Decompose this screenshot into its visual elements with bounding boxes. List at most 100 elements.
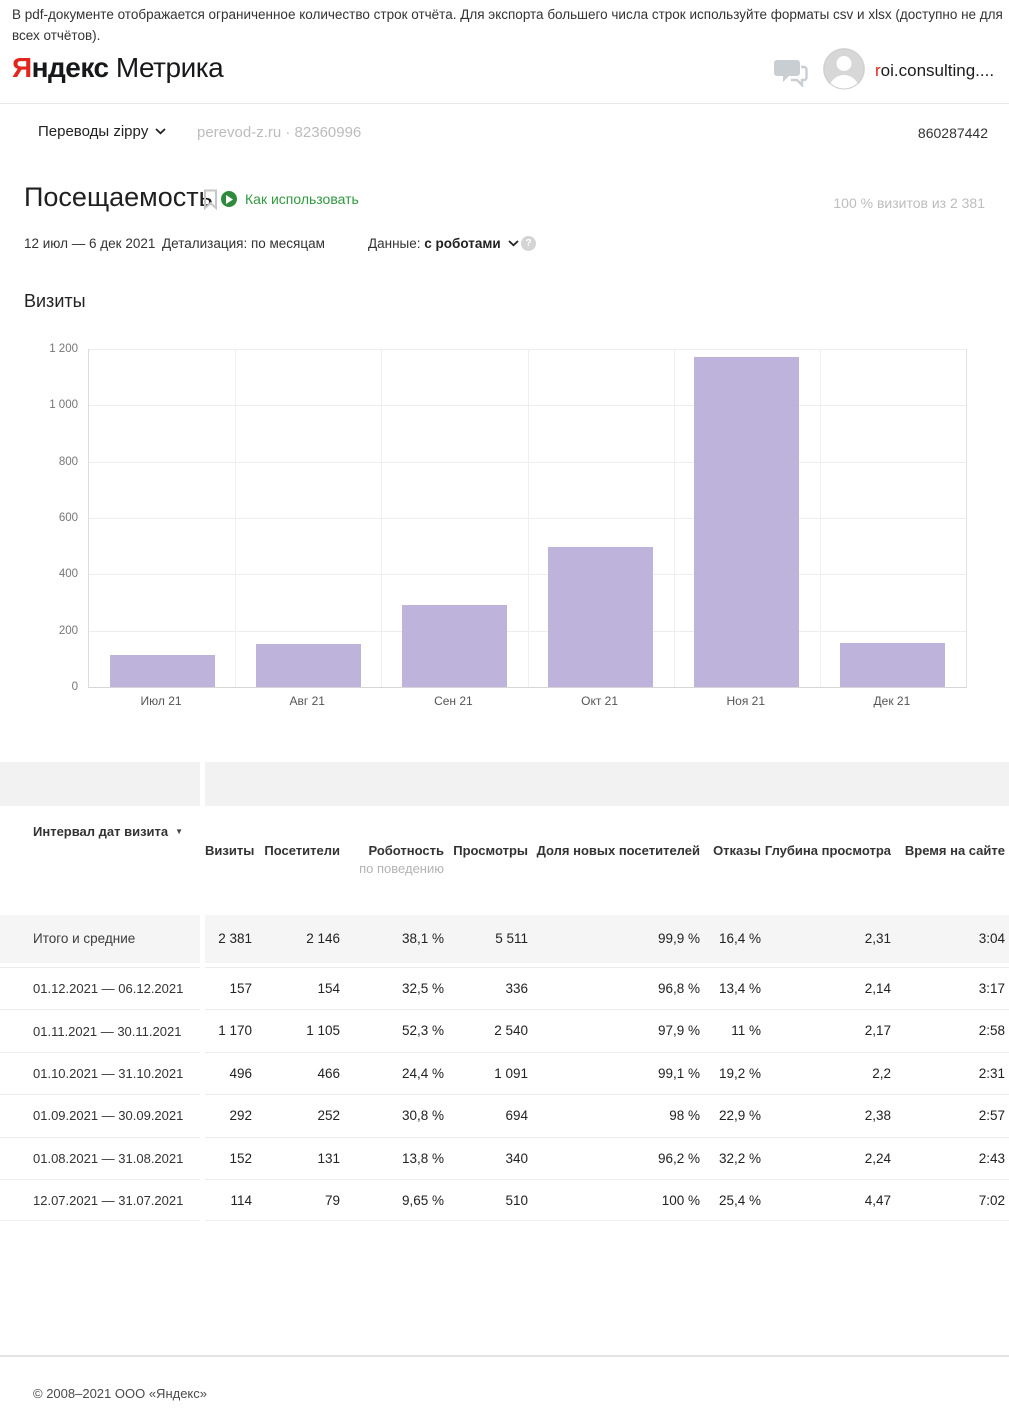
metric-cell: 131 [317,1150,340,1166]
table-body: 01.12.2021 — 06.12.2021 157 154 32,5 % 336 96… [0,967,1009,1222]
metric-cell: 1 105 [306,1023,340,1039]
user-login[interactable]: roi.consulting.... [875,61,995,80]
date-interval-cell: 01.09.2021 — 30.09.2021 [0,1094,200,1136]
metric-cell: 52,3 % [401,1023,444,1039]
totals-cell: 99,9 % [657,931,700,946]
bar-Окт 21[interactable] [548,547,654,687]
column-header[interactable]: Время на сайте [904,843,1005,858]
metric-cell: 96,8 % [657,981,700,996]
sort-desc-icon: ▼ [175,827,184,836]
how-to-use-label: Как использовать [245,191,359,207]
bar-Авг 21[interactable] [255,644,361,687]
metric-cell: 336 [505,981,528,996]
pdf-export-notice: В pdf-документе отображается ограниченно… [12,7,1003,43]
metric-cell: 510 [505,1192,528,1208]
metrics-cells: 1 170 1 105 52,3 % 2 540 97,9 % 11 % 2,17 2:58 [205,1009,1009,1051]
metric-cell: 2,2 [872,1065,891,1081]
column-header[interactable]: Посетители [264,843,340,858]
bar-Июл 21[interactable] [109,654,215,687]
person-icon [823,48,865,90]
metric-cell: 152 [229,1150,252,1166]
chat-icon[interactable] [774,57,808,88]
visits-share: 100 % визитов из 2 381 [833,195,985,211]
y-tick-label: 200 [58,624,78,637]
totals-cell: 2,31 [864,931,891,946]
metric-cell: 79 [324,1192,340,1208]
date-range[interactable]: 12 июл — 6 дек 2021 [24,236,156,251]
metric-cell: 114 [230,1192,252,1208]
column-header[interactable]: Просмотры [453,843,528,858]
metric-cell: 292 [229,1108,252,1124]
totals-row-label: Итого и средние [0,915,200,963]
x-tick-label: Дек 21 [873,694,911,708]
counter-domain-id: perevod-z.ru · 82360996 [197,124,362,141]
y-tick-label: 1 000 [49,399,78,412]
metric-cell: 496 [229,1065,252,1081]
metric-cell: 466 [317,1065,340,1081]
column-header-sub: по поведению [359,861,444,876]
column-header[interactable]: Отказы [713,843,761,858]
copyright: © 2008–2021 ООО «Яндекс» [33,1386,207,1401]
totals-row: 2 381 2 146 38,1 % 5 511 99,9 % 16,4 % 2,31 3:0… [205,915,1009,963]
metric-cell: 99,1 % [657,1065,700,1081]
metrics-cells: 292 252 30,8 % 694 98 % 22,9 % 2,38 2:57 [205,1094,1009,1136]
table-row: 01.08.2021 — 31.08.2021 152 131 13,8 % 340 96… [0,1136,1009,1179]
column-header[interactable]: Роботность по поведению [340,843,444,877]
gridline [673,349,675,687]
column-header[interactable]: Визиты [205,843,255,858]
metric-cell: 154 [317,981,340,996]
detail-selector[interactable]: Детализация: по месяцам [162,236,325,251]
bookmark-icon[interactable] [203,189,218,215]
footer-divider [0,1355,1009,1357]
metric-cell: 2,38 [864,1108,891,1124]
metric-cell: 32,2 % [718,1150,761,1166]
y-tick-label: 600 [58,512,78,524]
column-header[interactable]: Доля новых посетителей [536,843,700,858]
table-row: 01.11.2021 — 30.11.2021 1 170 1 105 52,3 % 2… [0,1009,1009,1051]
metric-cell: 98 % [669,1108,700,1124]
counter-number: 860287442 [917,125,988,141]
metrics-cells: 114 79 9,65 % 510 100 % 25,4 % 4,47 7:02 [205,1178,1009,1222]
bar-Сен 21[interactable] [401,604,507,687]
metric-cell: 97,9 % [657,1023,700,1039]
date-interval-cell: 01.08.2021 — 31.08.2021 [0,1136,200,1179]
gridline [819,349,821,687]
metric-cell: 7:02 [978,1192,1005,1208]
totals-cell: 16,4 % [718,931,761,946]
metric-cell: 4,47 [864,1192,891,1208]
bar-Ноя 21[interactable] [694,357,800,687]
metric-cell: 9,65 % [401,1192,444,1208]
date-interval-cell: 01.10.2021 — 31.10.2021 [0,1051,200,1094]
metric-cell: 3:17 [978,981,1005,996]
avatar[interactable] [823,48,865,90]
data-robots-selector[interactable]: Данные: с роботами [368,236,519,251]
counter-selector[interactable]: Переводы zippy [38,123,166,140]
chevron-down-icon [508,240,519,247]
totals-cell: 2 381 [218,931,252,946]
sort-column-header[interactable]: Интервал дат визита ▼ [33,824,184,839]
visits-bar-chart [88,349,967,688]
metric-cell: 252 [317,1108,340,1124]
metric-cell: 19,2 % [718,1065,761,1081]
how-to-use-link[interactable]: Как использовать [221,191,359,207]
metric-cell: 13,8 % [401,1150,444,1166]
date-interval-cell: 01.12.2021 — 06.12.2021 [0,967,200,1009]
yandex-metrika-logo[interactable]: Яндекс Метрика [12,52,224,84]
bar-Дек 21[interactable] [840,642,946,687]
x-tick-label: Авг 21 [289,694,325,708]
metrics-cells: 152 131 13,8 % 340 96,2 % 32,2 % 2,24 2:43 [205,1136,1009,1179]
x-tick-label: Июл 21 [140,694,182,708]
metric-cell: 96,2 % [657,1150,700,1166]
metric-cell: 157 [229,981,252,996]
metrics-cells: 496 466 24,4 % 1 091 99,1 % 19,2 % 2,2 2:31 [205,1051,1009,1094]
totals-cell: 38,1 % [401,931,444,946]
help-icon[interactable]: ? [521,236,536,251]
metric-cell: 2:58 [978,1023,1005,1039]
table-header-band [205,762,1009,806]
y-tick-label: 0 [71,681,78,693]
metric-cell: 30,8 % [401,1108,444,1124]
column-header[interactable]: Глубина просмотра [764,843,891,858]
x-tick-label: Окт 21 [581,694,619,708]
metric-cell: 22,9 % [718,1108,761,1124]
